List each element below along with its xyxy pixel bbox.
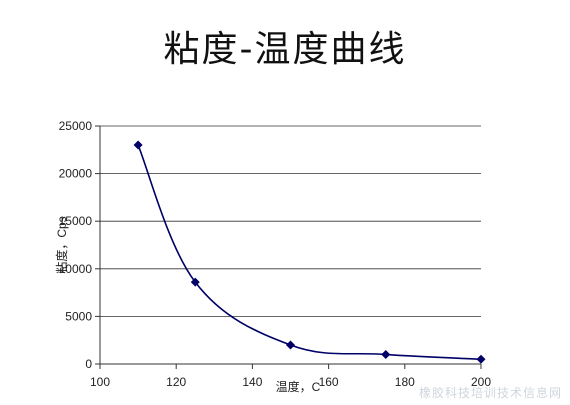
y-tick-label: 10000 xyxy=(59,262,93,276)
x-tick-label: 200 xyxy=(471,375,491,389)
data-point-marker xyxy=(286,340,295,350)
axis-layer xyxy=(95,125,482,369)
grid-layer xyxy=(100,125,481,317)
x-tick-label: 160 xyxy=(319,375,339,389)
chart-title: 粘度-温度曲线 xyxy=(163,29,407,70)
y-tick-label: 20000 xyxy=(59,167,93,181)
y-tick-label: 0 xyxy=(85,357,92,371)
y-tick-label: 5000 xyxy=(65,309,92,323)
x-tick-label: 180 xyxy=(395,375,415,389)
y-axis-label: 粘度，Cps xyxy=(54,216,69,273)
x-tick-label: 120 xyxy=(166,375,186,389)
label-layer: 0 5000 10000 15000 20000 25000 100 120 140 160 180… xyxy=(54,119,491,394)
watermark-text: 橡胶科技培训技术信息网 xyxy=(418,386,562,400)
x-axis-label: 温度，C xyxy=(276,379,321,394)
x-tick-label: 140 xyxy=(242,375,262,389)
series-line xyxy=(137,144,482,361)
data-point-marker xyxy=(381,349,391,359)
y-tick-label: 25000 xyxy=(59,119,93,133)
data-point-marker xyxy=(133,140,143,150)
y-tick-label: 15000 xyxy=(59,214,93,228)
series-layer xyxy=(133,140,486,364)
data-point-marker xyxy=(190,277,200,287)
data-point-marker xyxy=(476,354,486,364)
x-tick-label: 100 xyxy=(90,375,110,389)
